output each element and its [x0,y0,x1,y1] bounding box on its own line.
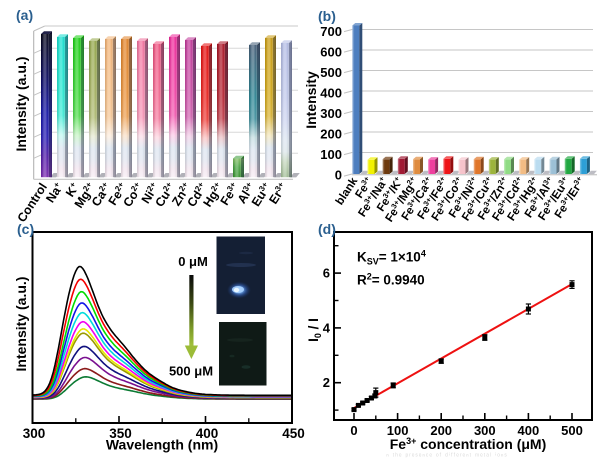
svg-text:Intensity: Intensity [303,71,319,129]
svg-text:0: 0 [335,167,342,182]
svg-text:R2= 0.9940: R2= 0.9940 [357,272,425,288]
svg-text:350: 350 [109,426,132,441]
svg-text:300: 300 [320,106,342,121]
svg-text:(c): (c) [17,221,34,237]
svg-text:0 μM: 0 μM [178,254,208,269]
svg-text:200: 200 [320,126,342,141]
svg-text:Intensity (a.u.): Intensity (a.u.) [13,277,29,372]
svg-text:500: 500 [320,65,342,80]
svg-text:700: 700 [320,24,342,39]
svg-text:500 μM: 500 μM [169,364,213,379]
svg-text:4: 4 [323,320,331,335]
svg-text:6: 6 [323,266,330,281]
svg-text:(b): (b) [318,8,336,24]
svg-text:I0 / I: I0 / I [306,318,323,342]
svg-text:300: 300 [474,423,496,438]
svg-text:2: 2 [323,375,330,390]
svg-text:Intensity (a.u.): Intensity (a.u.) [13,57,29,152]
svg-text:400: 400 [196,426,219,441]
svg-text:400: 400 [320,85,342,100]
svg-text:450: 450 [282,426,305,441]
svg-text:(a): (a) [16,7,33,23]
svg-text:300: 300 [23,426,46,441]
svg-text:200: 200 [430,423,452,438]
svg-text:100: 100 [320,147,342,162]
svg-text:ⁿ ᵗʰᵉ ᵖʳᵉˢᵉⁿᶜᵉ ᵒᶠ ᵈⁱᶠᶠᵉʳᵉⁿᵗ ᵐᵉ: ⁿ ᵗʰᵉ ᵖʳᵉˢᵉⁿᶜᵉ ᵒᶠ ᵈⁱᶠᶠᵉʳᵉⁿᵗ ᵐᵉᵗᵃˡ ⁱᵒⁿˢ [386,452,508,460]
svg-text:Wavelength (nm): Wavelength (nm) [106,437,218,453]
svg-text:100: 100 [387,423,409,438]
svg-text:400: 400 [518,423,540,438]
svg-text:600: 600 [320,44,342,59]
svg-text:(d): (d) [318,221,336,237]
svg-text:Fe3+ concentration (μM): Fe3+ concentration (μM) [390,436,547,452]
svg-text:500: 500 [561,423,583,438]
svg-text:0: 0 [350,423,357,438]
